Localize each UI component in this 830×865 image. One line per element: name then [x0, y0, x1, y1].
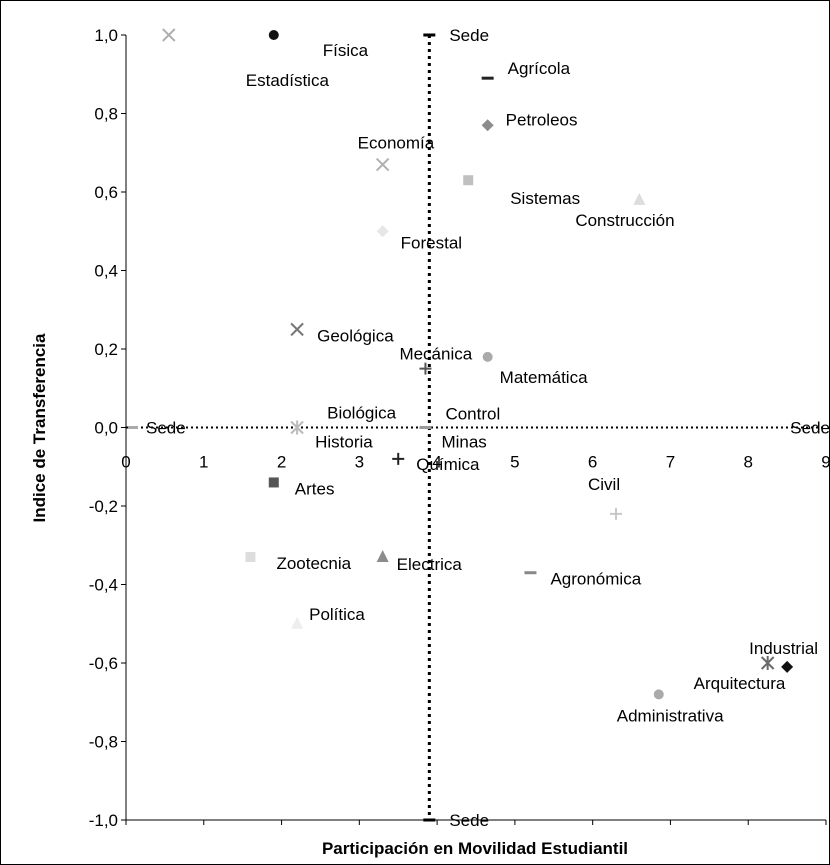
label-estadistica: Estadística [246, 71, 330, 90]
label-administrativa: Administrativa [617, 706, 724, 725]
y-tick-label: -0,2 [89, 497, 118, 516]
label-economia: Economía [358, 134, 435, 153]
label-construccion: Construcción [575, 211, 674, 230]
y-tick-label: 0,6 [94, 183, 118, 202]
label-matematica: Matemática [500, 368, 588, 387]
marker-civil [610, 507, 622, 520]
x-tick-label: 5 [510, 453, 519, 472]
x-tick-label: 8 [743, 453, 752, 472]
y-tick-label: 0,2 [94, 340, 118, 359]
x-tick-label: 3 [355, 453, 364, 472]
y-tick-label: 1,0 [94, 26, 118, 45]
label-petroleos: Petroleos [506, 110, 578, 129]
y-tick-group: 1,0 0,8 0,6 0,4 0,2 0,0 -0,2 -0,4 -0,6 -0,8 -1,0 [89, 26, 126, 830]
label-mecanica: Mecánica [399, 345, 472, 364]
x-tick-label: 7 [666, 453, 675, 472]
marker-economia [375, 157, 390, 172]
label-geologica: Geológica [317, 326, 394, 345]
x-tick-group: 0 1 2 3 4 5 6 7 8 9 [121, 453, 830, 825]
label-industrial: Industrial [749, 639, 818, 658]
marker-administrativa [653, 689, 664, 700]
marker-arquitectura [760, 656, 775, 670]
y-tick-label: 0,4 [94, 262, 118, 281]
marker-industrial [781, 660, 794, 673]
label-agronomica: Agronómica [550, 570, 641, 589]
sede-label: Sede [449, 26, 489, 45]
y-tick-label: -0,6 [89, 654, 118, 673]
y-axis-title: Indice de Transferencia [30, 333, 49, 523]
label-historia: Historia [315, 433, 373, 452]
marker-zootecnia [245, 552, 256, 563]
x-tick-label: 2 [277, 453, 286, 472]
y-tick-label: -0,4 [89, 576, 118, 595]
marker-biologica [290, 420, 304, 435]
marker-politica [291, 616, 304, 629]
label-quimica: Química [416, 455, 480, 474]
y-tick-label: 0,0 [94, 419, 118, 438]
marker-quimica [392, 452, 405, 465]
y-tick-label: 0,8 [94, 105, 118, 124]
x-tick-label: 9 [821, 453, 830, 472]
marker-petroleos [481, 119, 494, 132]
x-axis-title: Participación en Movilidad Estudiantil [322, 839, 628, 858]
marker-geologica [290, 322, 304, 337]
marker-forestal [376, 225, 389, 238]
x-tick-label: 1 [199, 453, 208, 472]
sede-label: Sede [790, 419, 830, 438]
sede-label: Sede [449, 811, 489, 830]
label-minas: Minas [441, 433, 486, 452]
marker-construccion [633, 192, 646, 205]
x-tick-label: 6 [588, 453, 597, 472]
label-electrica: Electrica [397, 555, 463, 574]
label-civil: Civil [588, 475, 620, 494]
x-tick-label: 0 [121, 453, 130, 472]
label-control: Control [445, 405, 500, 424]
sede-label: Sede [146, 419, 186, 438]
label-arquitectura: Arquitectura [694, 674, 786, 693]
label-forestal: Forestal [401, 233, 462, 252]
y-tick-label: -0,8 [89, 733, 118, 752]
marker-mecanica [419, 362, 432, 375]
x-tick-label: 4 [432, 453, 441, 472]
label-zootecnia: Zootecnia [276, 554, 351, 573]
marker-fisica [268, 30, 279, 40]
point-labels: Estadística Física Agrícola Petroleos Econom… [246, 41, 818, 725]
label-politica: Política [309, 605, 365, 624]
marker-sistemas [463, 175, 474, 186]
label-biologica: Biológica [327, 404, 397, 423]
label-sistemas: Sistemas [510, 189, 580, 208]
point-markers [162, 28, 794, 700]
marker-matematica [482, 351, 493, 362]
label-fisica: Física [323, 41, 369, 60]
label-agricola: Agrícola [508, 59, 571, 78]
y-tick-label: -1,0 [89, 811, 118, 830]
marker-artes [268, 477, 279, 488]
marker-estadistica [162, 28, 176, 42]
reference-lines: Sede Sede Sede Sede [126, 26, 830, 830]
label-artes: Artes [295, 479, 335, 498]
marker-electrica [376, 550, 389, 563]
